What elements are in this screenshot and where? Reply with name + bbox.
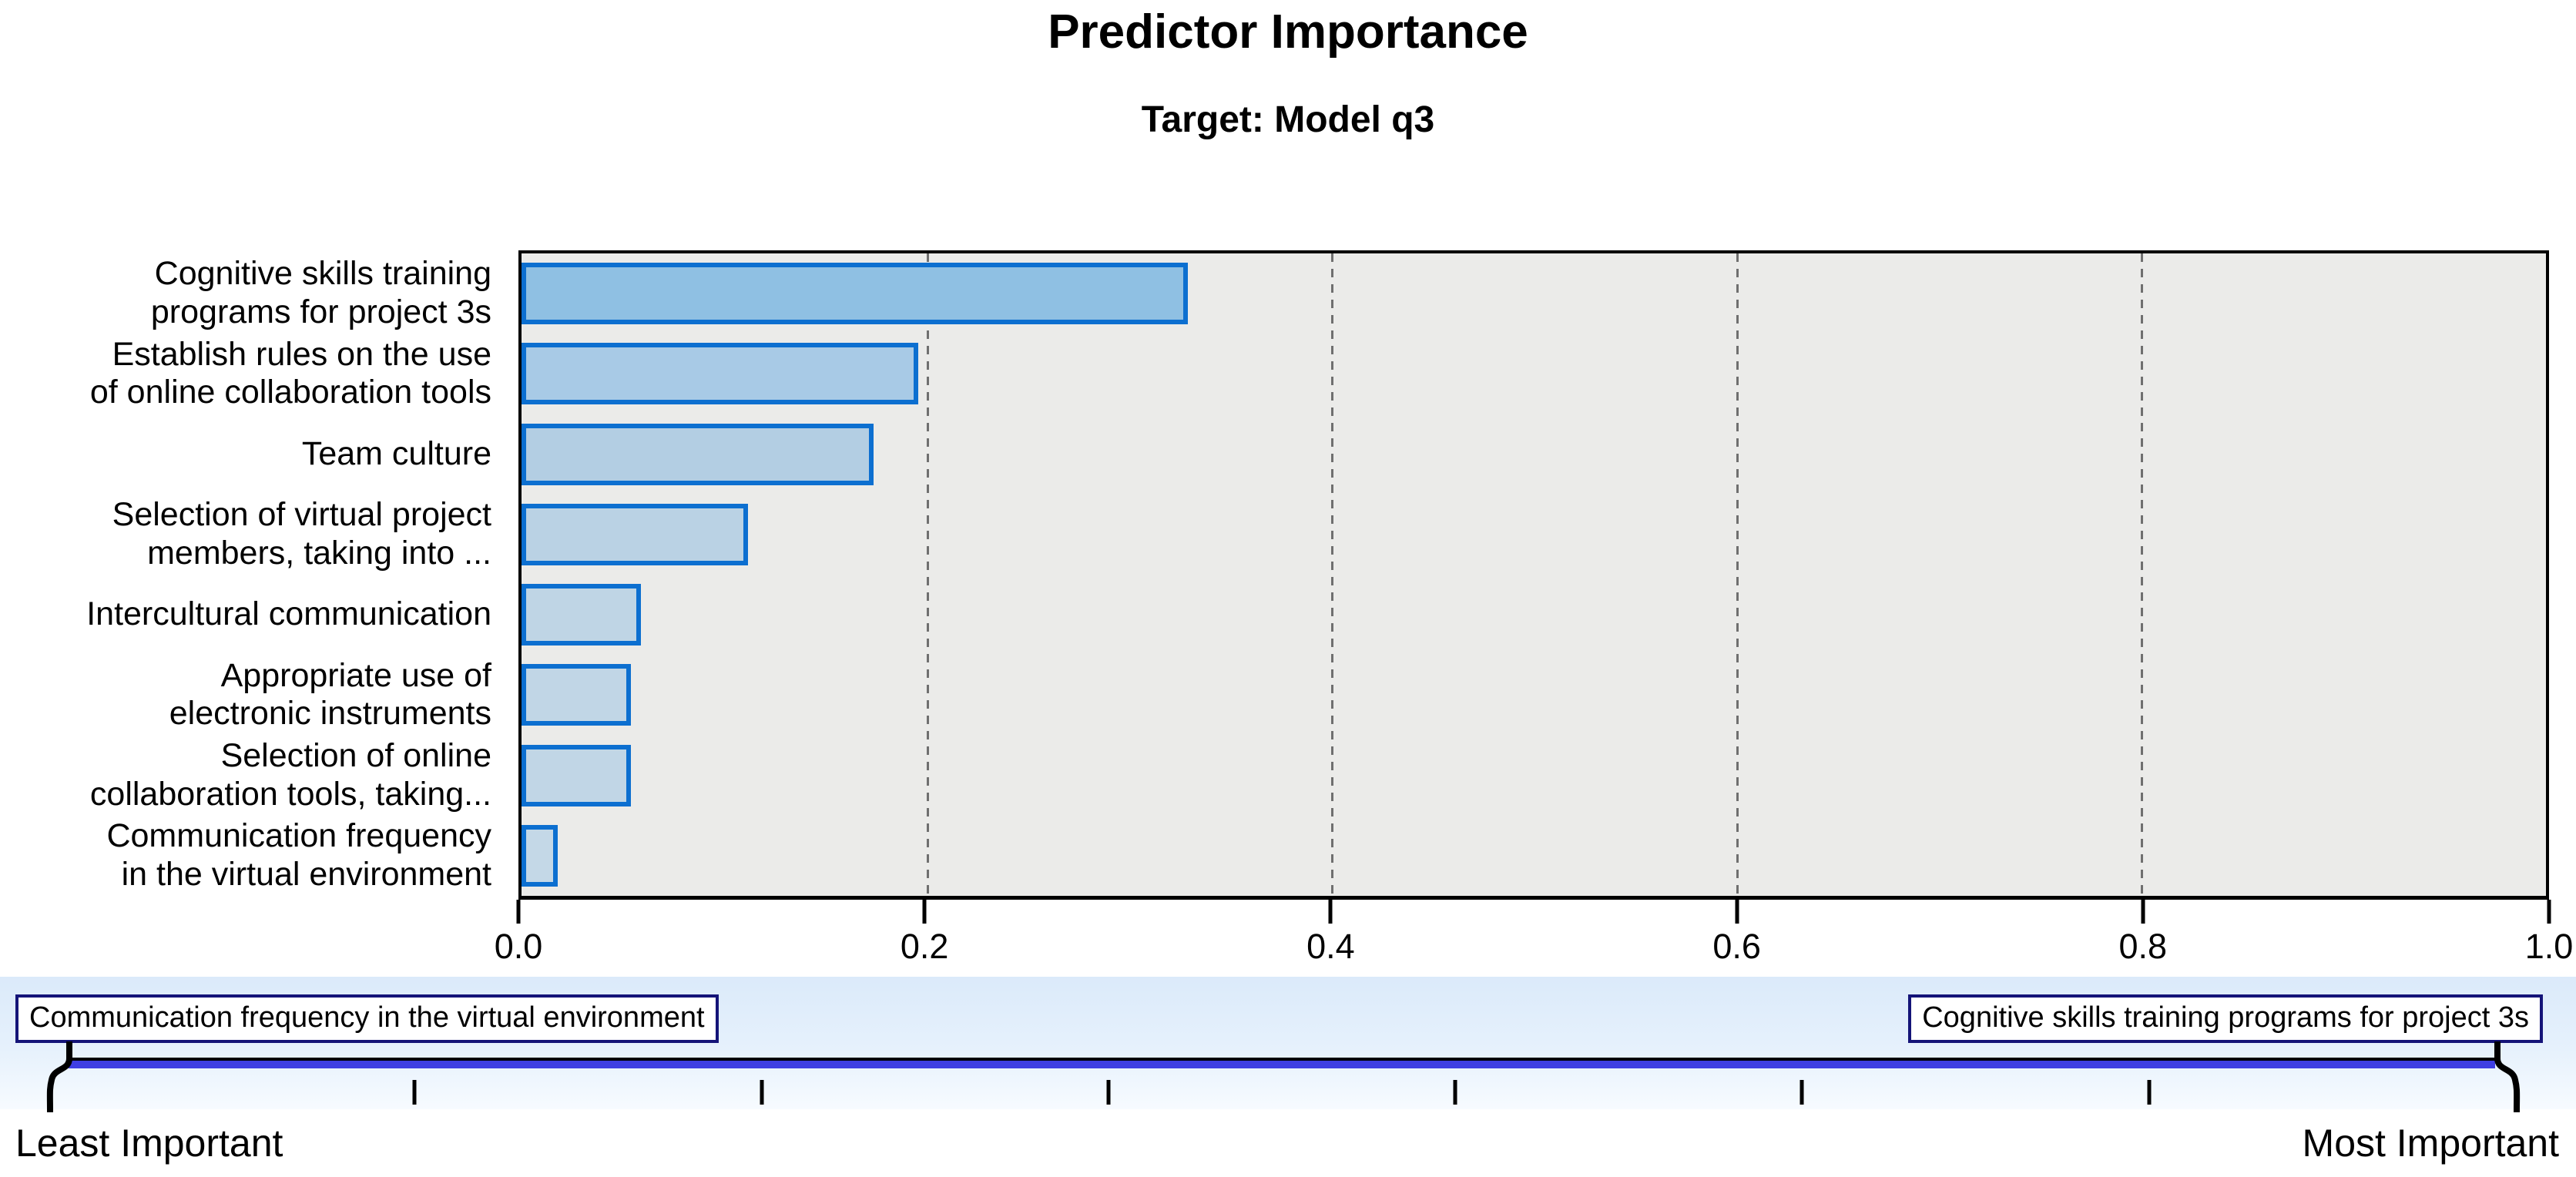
category-row: Cognitive skills training programs for p… [0,253,502,334]
slider-track-line [68,1058,2496,1061]
category-row: Establish rules on the use of online col… [0,334,502,414]
importance-bar [522,744,631,806]
importance-bar [522,503,749,565]
slider-left-handle-icon[interactable] [40,1040,89,1114]
bar-row [522,816,2546,896]
most-important-label: Most Important [2302,1122,2559,1165]
importance-bar [522,343,919,405]
x-axis-tick-label: 0.0 [494,927,543,966]
importance-bar [522,824,558,887]
category-label: Team culture [301,434,491,472]
least-important-label: Least Important [15,1122,283,1165]
x-axis-tick-label: 1.0 [2524,927,2574,966]
gridline [1331,253,1334,896]
category-label: Communication frequency in the virtual e… [106,817,491,893]
gridline [1736,253,1739,896]
x-axis-tick [1328,900,1333,924]
importance-bar [522,664,631,726]
importance-bar [522,584,642,646]
importance-bar [522,263,1188,325]
slider-right-handle-icon[interactable] [2490,1040,2539,1114]
category-row: Selection of online collaboration tools,… [0,736,502,816]
category-label: Establish rules on the use of online col… [89,335,491,411]
category-axis-labels: Cognitive skills training programs for p… [0,253,502,896]
category-row: Intercultural communication [0,575,502,655]
most-important-range-label-box: Cognitive skills training programs for p… [1908,994,2543,1043]
slider-range-bar[interactable] [69,1061,2495,1068]
x-axis-tick [1735,900,1739,924]
category-row: Communication frequency in the virtual e… [0,816,502,896]
bar-row [522,334,2546,414]
gridline [926,253,929,896]
x-axis-tick [922,900,927,924]
category-row: Team culture [0,414,502,495]
x-axis-tick-label: 0.4 [1306,927,1355,966]
x-axis-tick [2141,900,2145,924]
plot-area [518,250,2549,900]
bar-row [522,655,2546,735]
x-axis-tick [2547,900,2551,924]
bar-row [522,575,2546,655]
x-axis-tick-label: 0.6 [1712,927,1761,966]
category-label: Selection of online collaboration tools,… [89,736,491,813]
category-label: Selection of virtual project members, ta… [112,496,491,572]
x-axis-tick [516,900,521,924]
slider-tick [760,1080,764,1105]
importance-slider-band: Communication frequency in the virtual e… [0,977,2576,1113]
category-label: Cognitive skills training programs for p… [150,255,491,331]
gridline [2141,253,2144,896]
page-subtitle: Target: Model q3 [1141,99,1435,140]
slider-tick [2147,1080,2152,1105]
x-axis-tick-label: 0.2 [900,927,949,966]
x-axis-tick-label: 0.8 [2118,927,2168,966]
importance-bar [522,423,874,485]
bar-row [522,736,2546,816]
bar-row [522,253,2546,334]
category-label: Intercultural communication [86,595,491,633]
slider-tick [1106,1080,1111,1105]
bar-row [522,414,2546,495]
bars-layer [522,253,2546,896]
slider-tick [412,1080,417,1105]
category-row: Appropriate use of electronic instrument… [0,655,502,735]
bar-row [522,495,2546,575]
slider-tick [1453,1080,1457,1105]
category-row: Selection of virtual project members, ta… [0,495,502,575]
page-title: Predictor Importance [1048,5,1528,59]
least-important-range-label-box: Communication frequency in the virtual e… [15,994,719,1043]
slider-tick [1800,1080,1804,1105]
category-label: Appropriate use of electronic instrument… [169,656,491,733]
